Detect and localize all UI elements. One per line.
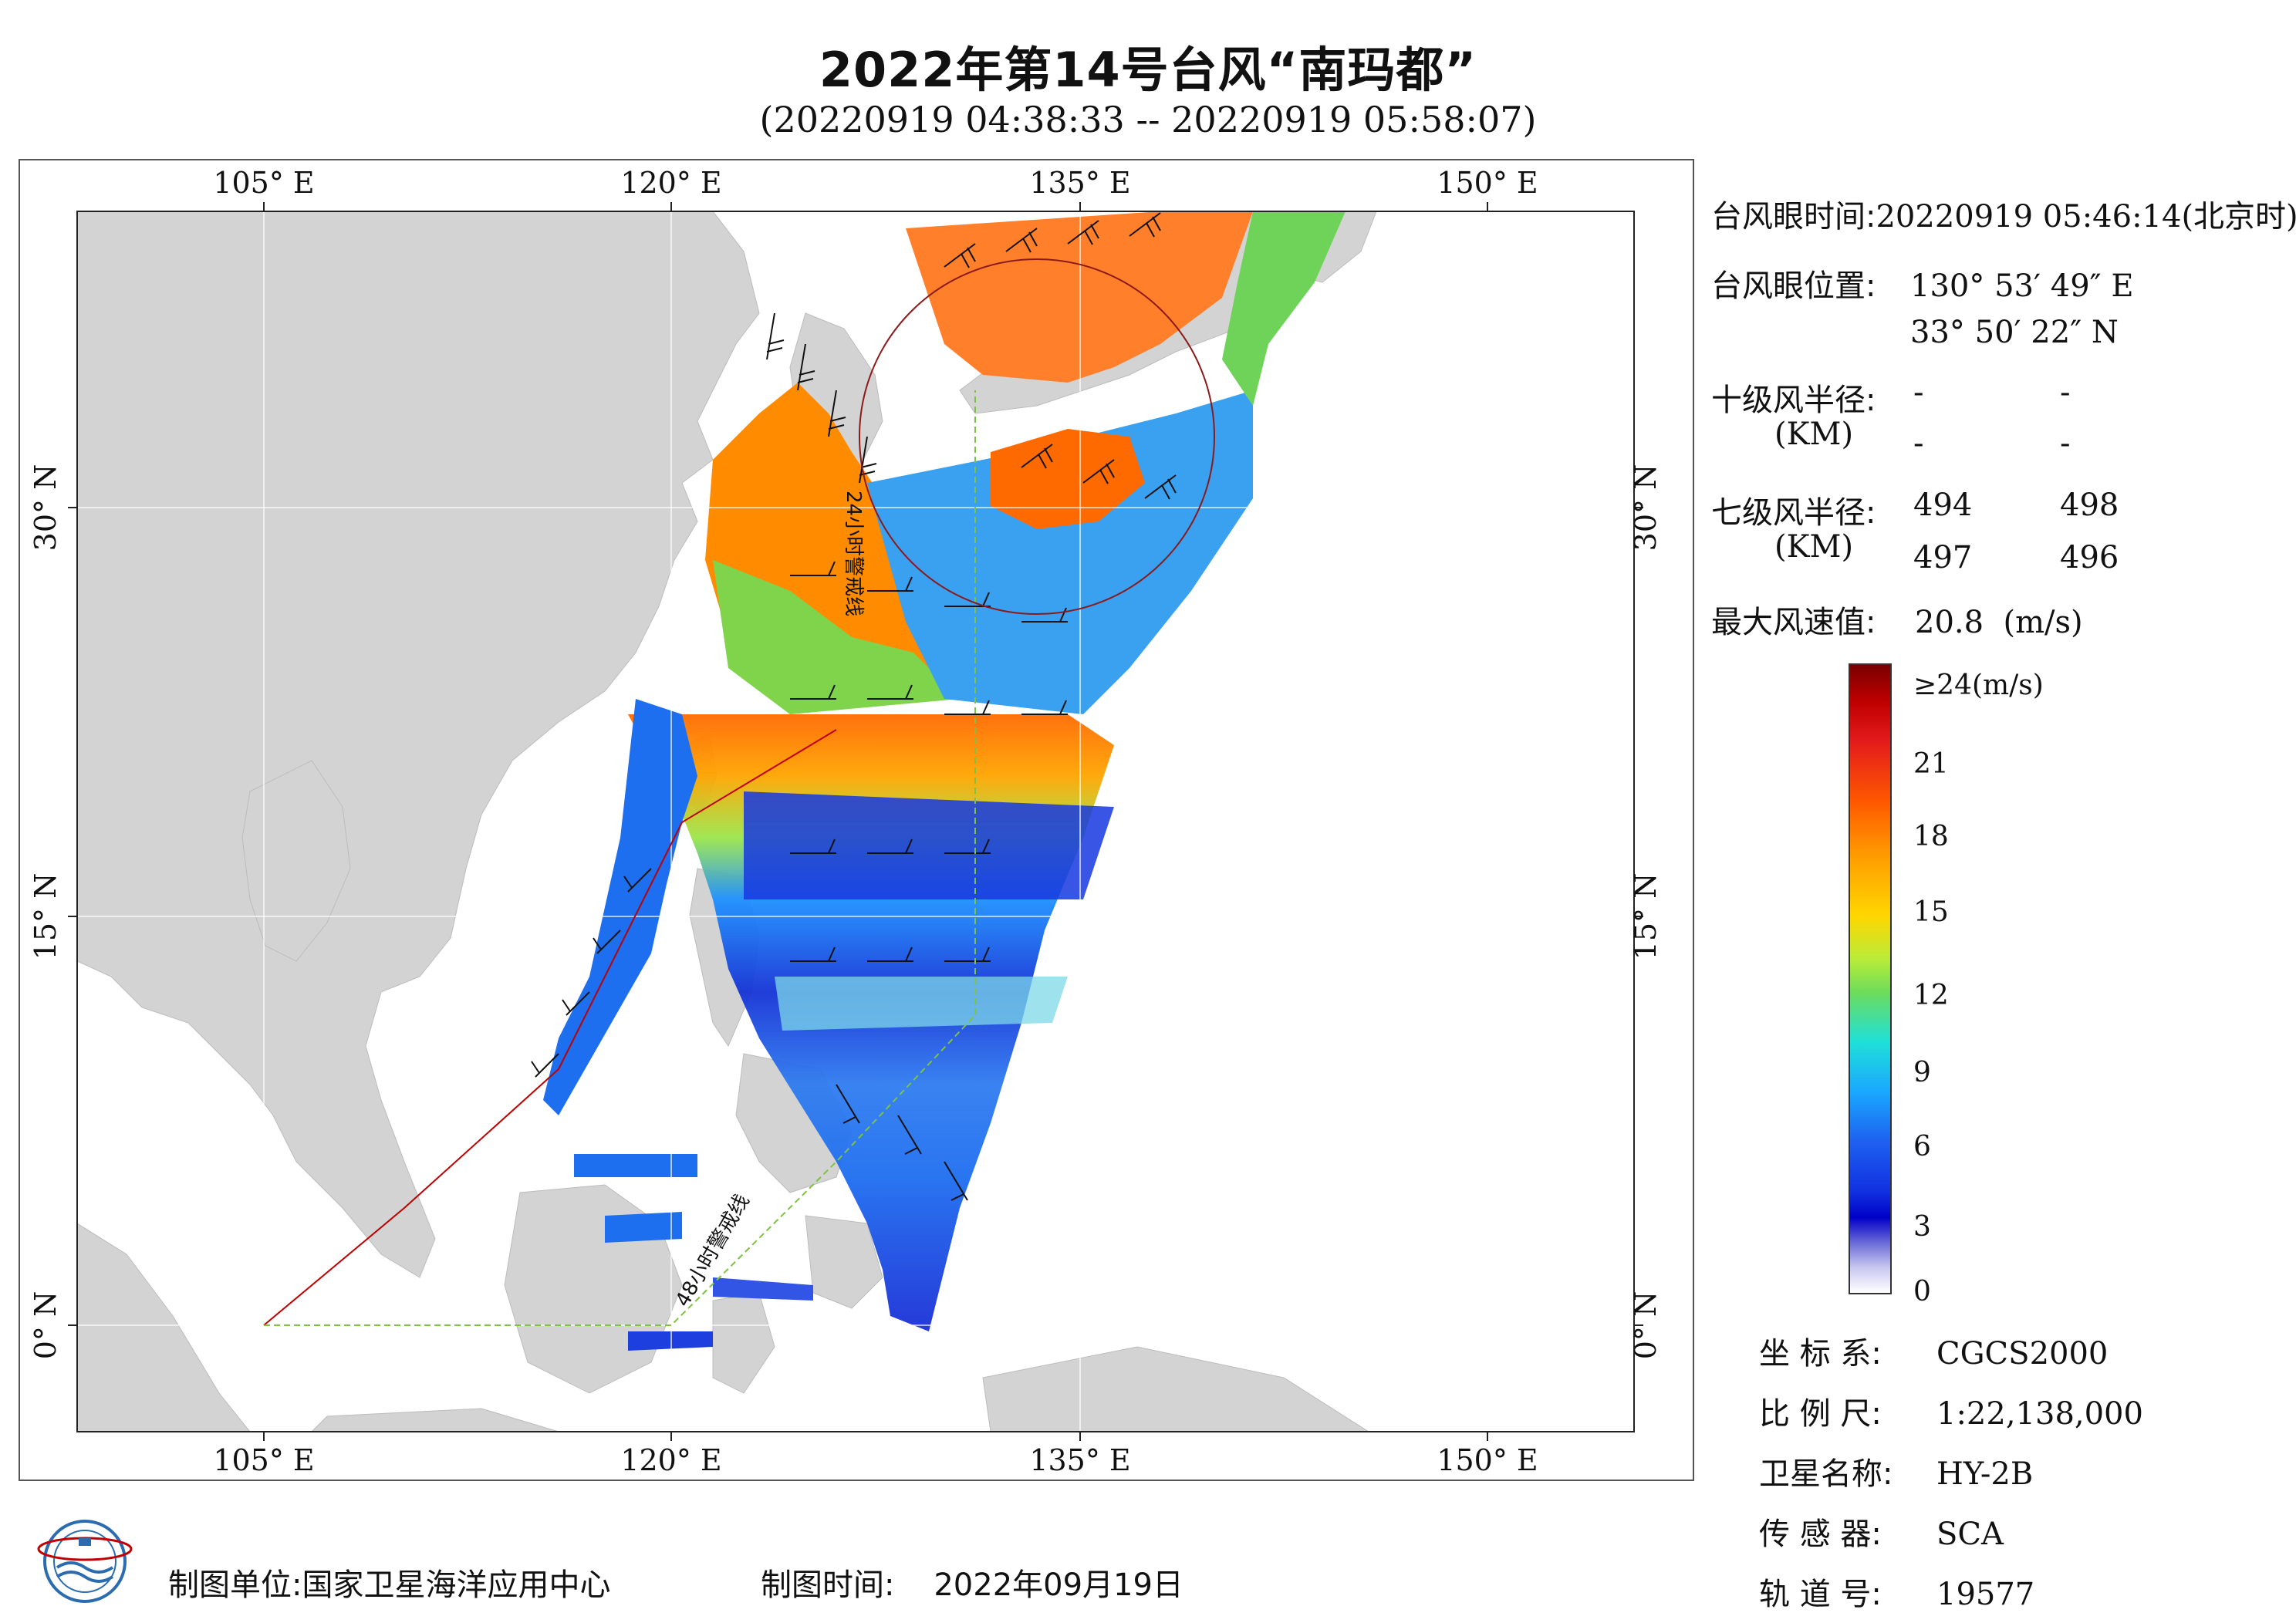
satellite-row: 卫星名称: HY-2B: [1759, 1449, 2033, 1493]
lon-label-bottom-150: 150° E: [1437, 1443, 1538, 1477]
wind-barbs: [531, 212, 1177, 1201]
r10-unit: (KM): [1774, 417, 1854, 452]
swath-scatter-4: [628, 1331, 713, 1351]
lat-label-left-30: 30° N: [29, 464, 62, 552]
lon-label-bottom-120: 120° E: [620, 1443, 721, 1477]
wind-speed-colorbar: [1849, 663, 1892, 1294]
swath-blue-band: [744, 791, 1114, 899]
sumatra: [77, 1223, 251, 1432]
satellite-label: 卫星名称:: [1759, 1456, 1893, 1492]
max-wind-label: 最大风速值:: [1711, 605, 1876, 640]
swath-north-east: [1222, 211, 1346, 406]
scale-row: 比 例 尺: 1:22,138,000: [1759, 1388, 2143, 1433]
footer-organization: 制图单位:国家卫星海洋应用中心: [168, 1567, 611, 1603]
map-title: 2022年第14号台风“南玛都”: [819, 42, 1477, 98]
orbit-row: 轨 道 号: 19577: [1759, 1569, 2034, 1614]
max-wind-unit: (m/s): [2003, 605, 2083, 640]
lon-label-top-120: 120° E: [620, 166, 721, 200]
r10-value-3: -: [1913, 426, 1924, 461]
eye-lon-value: 130° 53′ 49″ E: [1910, 268, 2134, 304]
eye-time-value: 20220919 05:46:14(北京时): [1876, 199, 2296, 235]
lon-label-bottom-105: 105° E: [213, 1443, 314, 1477]
lat-label-right-30: 30° N: [1629, 464, 1663, 552]
r7-unit: (KM): [1774, 529, 1854, 565]
lat-label-left-15: 15° N: [29, 873, 62, 960]
lon-label-top-105: 105° E: [213, 166, 314, 200]
nsoas-logo-icon: [37, 1520, 133, 1603]
orbit-label: 轨 道 号:: [1759, 1577, 1882, 1612]
lon-label-bottom-135: 135° E: [1029, 1443, 1130, 1477]
scale-value: 1:22,138,000: [1936, 1396, 2143, 1432]
max-wind-row: 最大风速值: 20.8 (m/s): [1711, 597, 2083, 642]
swath-scatter-3: [713, 1277, 813, 1301]
r10-value-4: -: [2060, 426, 2071, 461]
legend-tick-15: 15: [1913, 896, 1949, 928]
footer-date-row: 制图时间: 2022年09月19日: [761, 1560, 1183, 1604]
asia-mainland: [77, 211, 760, 1278]
swath-west-strip: [543, 699, 697, 1115]
legend-tick-21: 21: [1913, 748, 1949, 780]
lat-label-left-0: 0° N: [29, 1291, 62, 1360]
axis-ticks: [68, 202, 1643, 1441]
legend-tick-24: ≥24(m/s): [1913, 670, 2044, 701]
sensor-value: SCA: [1936, 1517, 2004, 1552]
r10-value-2: -: [2060, 375, 2071, 410]
swath-north: [906, 211, 1253, 383]
indochina-peninsula: [241, 760, 351, 962]
legend-tick-3: 3: [1913, 1211, 1931, 1243]
eye-pos-label: 台风眼位置:: [1711, 268, 1876, 304]
sensor-label: 传 感 器:: [1759, 1517, 1882, 1552]
swath-north-west-green: [713, 560, 960, 714]
eye-pos-row: 台风眼位置: 130° 53′ 49″ E: [1711, 261, 2134, 305]
scale-label: 比 例 尺:: [1759, 1396, 1882, 1432]
legend-tick-9: 9: [1913, 1057, 1931, 1088]
crs-row: 坐 标 系: CGCS2000: [1759, 1328, 2108, 1373]
r10-label: 十级风半径:: [1711, 383, 1876, 418]
legend-tick-12: 12: [1913, 980, 1949, 1011]
r7-value-1: 494: [1913, 488, 1973, 523]
swath-core-hot: [991, 429, 1145, 529]
wind-swath-layer: [543, 211, 1346, 1351]
satellite-value: HY-2B: [1936, 1456, 2034, 1492]
r7-value-4: 496: [2060, 540, 2119, 575]
mindanao: [805, 1215, 883, 1309]
crs-label: 坐 标 系:: [1759, 1336, 1882, 1372]
crs-value: CGCS2000: [1936, 1336, 2109, 1372]
swath-light-band: [775, 977, 1068, 1031]
r7-value-3: 497: [1913, 540, 1973, 575]
warning-24h-label: 24小时警戒线: [842, 491, 865, 616]
eye-time-row: 台风眼时间:20220919 05:46:14(北京时): [1711, 191, 2296, 236]
eye-lat-value: 33° 50′ 22″ N: [1910, 315, 2119, 350]
swath-scatter-2: [605, 1212, 682, 1243]
footer-date-value: 2022年09月19日: [934, 1567, 1183, 1603]
lon-label-top-135: 135° E: [1029, 166, 1130, 200]
warning-line-48h: [264, 390, 976, 1326]
r7-label: 七级风半径:: [1711, 495, 1876, 531]
max-wind-value: 20.8: [1915, 605, 1984, 640]
observation-time-range: (20220919 04:38:33 -- 20220919 05:58:07): [759, 99, 1537, 140]
lat-label-right-0: 0° N: [1629, 1291, 1663, 1360]
wind-radius-circle: [859, 258, 1215, 615]
orbit-value: 19577: [1936, 1577, 2035, 1612]
warning-line-24h: [263, 729, 837, 1326]
footer-date-label: 制图时间:: [761, 1567, 895, 1603]
swath-scatter-1: [574, 1154, 697, 1177]
r7-value-2: 498: [2060, 488, 2119, 523]
swath-central: [867, 390, 1253, 714]
legend-tick-18: 18: [1913, 821, 1949, 852]
map-frame: [19, 159, 1694, 1481]
lon-label-top-150: 150° E: [1437, 166, 1538, 200]
wind-field-map[interactable]: 24小时警戒线 48小时警戒线 105° E 120° E 135° E 150…: [19, 159, 1694, 1481]
legend-tick-0: 0: [1913, 1276, 1931, 1308]
legend-tick-6: 6: [1913, 1131, 1931, 1162]
plot-border: [76, 211, 1635, 1432]
lat-label-right-15: 15° N: [1629, 873, 1663, 960]
java: [311, 1408, 559, 1432]
eye-time-label: 台风眼时间:: [1711, 199, 1876, 235]
sensor-row: 传 感 器: SCA: [1759, 1509, 2004, 1554]
new-guinea: [982, 1346, 1369, 1432]
r10-value-1: -: [1913, 375, 1924, 410]
